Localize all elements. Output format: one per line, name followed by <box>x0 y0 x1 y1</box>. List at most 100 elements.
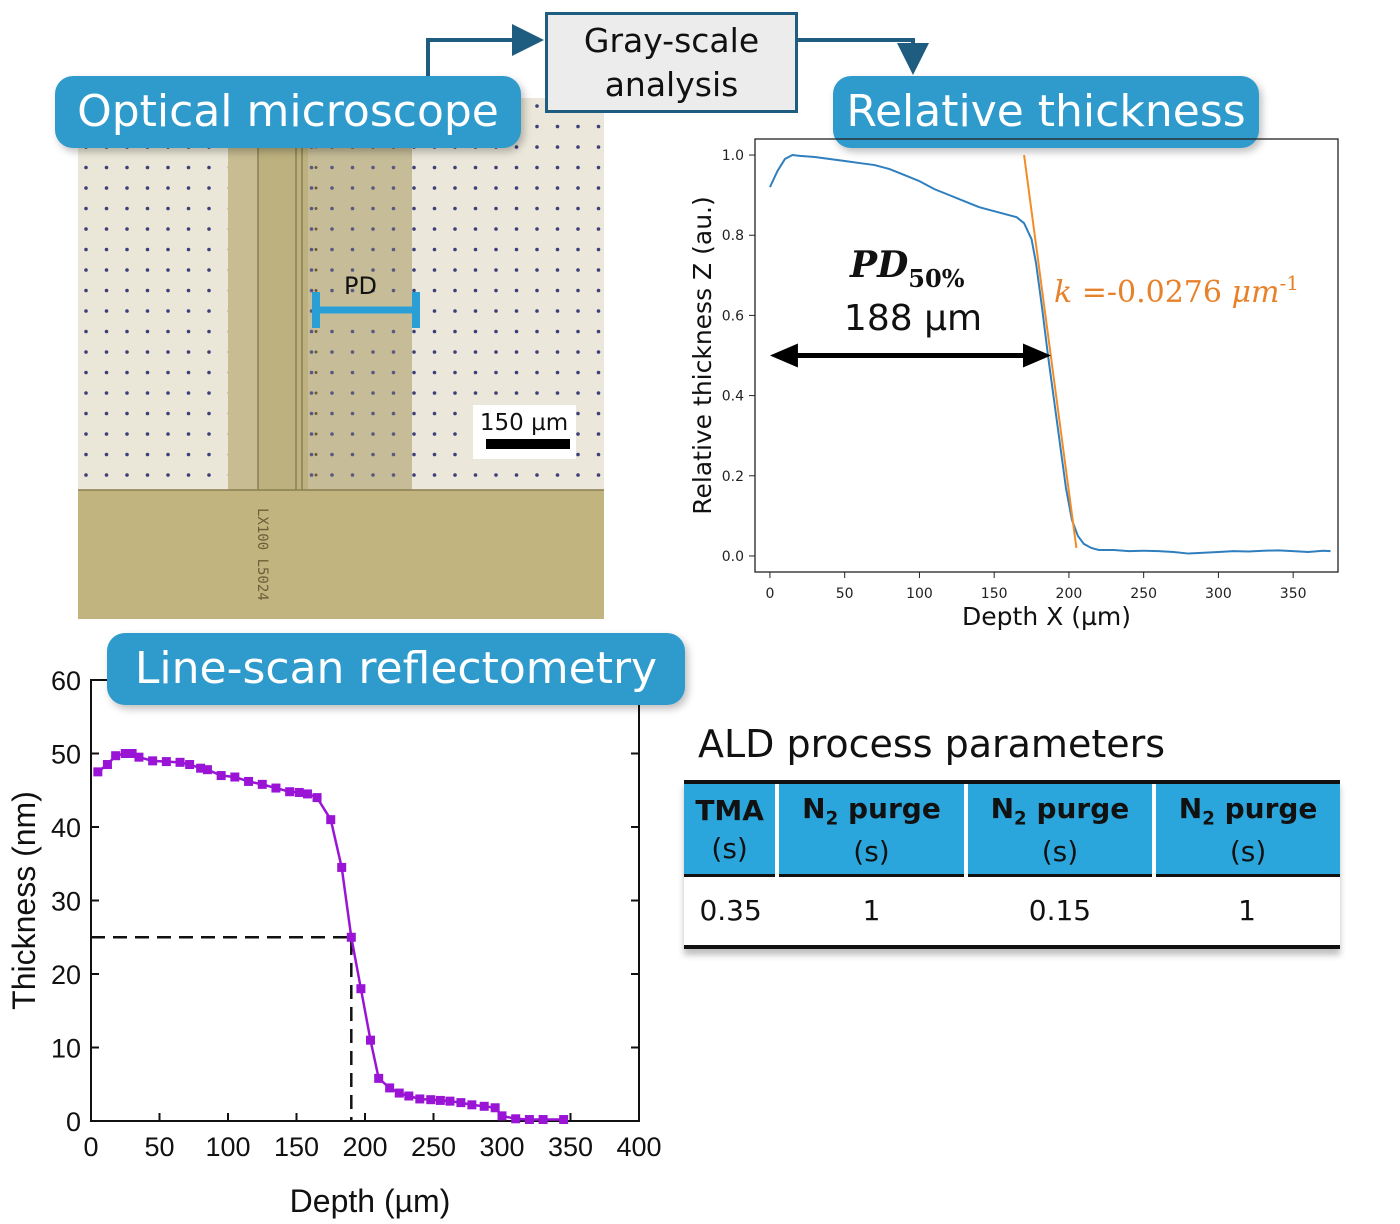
y-tick-label: 0.0 <box>722 549 744 565</box>
table-cell: 1 <box>777 873 966 949</box>
thickness-point <box>456 1098 466 1108</box>
ald-table-title: ALD process parameters <box>698 722 1166 766</box>
pd-bar <box>312 292 420 328</box>
thickness-point <box>175 757 185 767</box>
y-tick-label: 0.2 <box>722 469 744 485</box>
x-tick-label: 150 <box>981 586 1008 602</box>
header-name: N <box>1178 792 1203 825</box>
thickness-point <box>394 1088 404 1098</box>
x-tick-label: 400 <box>616 1132 661 1162</box>
arrow-to-relative <box>798 38 929 75</box>
y-axis-label: Thickness (nm) <box>6 791 42 1010</box>
thickness-point <box>337 862 347 872</box>
thickness-point <box>385 1083 395 1093</box>
thickness-point <box>426 1095 436 1105</box>
thickness-point <box>490 1103 500 1113</box>
header-name: N <box>802 792 826 825</box>
pd50-label: PD50% <box>849 244 965 293</box>
y-tick-label: 1.0 <box>722 148 744 164</box>
thickness-point <box>356 984 366 994</box>
thickness-point <box>479 1101 489 1111</box>
thickness-point <box>346 932 356 942</box>
optical-microscope-label: Optical microscope <box>55 76 521 148</box>
y-tick-label: 20 <box>51 960 81 990</box>
header-subscript: 2 <box>1202 808 1215 830</box>
thickness-point <box>120 749 130 758</box>
pd-label: PD <box>344 272 377 300</box>
grayscale-line2: analysis <box>604 65 739 104</box>
scalebar-line <box>486 439 570 449</box>
thickness-point <box>285 787 295 797</box>
header-name: N <box>990 792 1015 825</box>
x-tick-label: 250 <box>1130 586 1157 602</box>
thickness-point <box>467 1100 477 1110</box>
scalebar-box <box>473 405 576 459</box>
x-tick-label: 100 <box>205 1132 250 1162</box>
x-tick-label: 100 <box>906 586 933 602</box>
thickness-point <box>202 765 212 775</box>
y-tick-label: 60 <box>51 666 81 696</box>
x-axis-label: Depth (µm) <box>290 1183 451 1219</box>
y-axis-label: Relative thickness Z (au.) <box>688 196 717 515</box>
table-header-cell: N2 purge (s) <box>775 779 966 876</box>
pd-arrow-head-right <box>1022 343 1051 368</box>
y-tick-label: 40 <box>51 813 81 843</box>
header-unit: (s) <box>1041 834 1079 868</box>
thickness-point <box>148 756 158 766</box>
plot-frame <box>90 679 640 1122</box>
thickness-point <box>230 772 240 782</box>
thickness-point <box>559 1115 569 1125</box>
x-tick-label: 50 <box>836 586 854 602</box>
scalebar-label: 150 µm <box>480 410 568 436</box>
table-cell: 0.35 <box>684 873 778 949</box>
x-tick-label: 200 <box>342 1132 387 1162</box>
table-cell: 0.15 <box>965 873 1155 949</box>
pd-arrow-head-left <box>769 343 798 368</box>
header-name: TMA <box>695 794 764 828</box>
table-header-cell: TMA (s) <box>684 779 778 876</box>
x-tick-label: 350 <box>548 1132 593 1162</box>
y-tick-label: 0 <box>66 1107 81 1137</box>
header-suffix: purge <box>1026 792 1130 825</box>
thickness-point <box>497 1111 507 1121</box>
thickness-point <box>102 760 112 770</box>
x-tick-label: 200 <box>1056 586 1083 602</box>
thickness-point <box>404 1091 414 1101</box>
ald-table: TMA (s) N2 purge (s) N2 purge (s) N2 purge (s) … <box>684 779 1340 949</box>
thickness-chart: 0 50 100 150 200 250 300 350 400 0 10 20 30 40 50 60 Dep… <box>6 666 662 1219</box>
thickness-point <box>302 789 312 799</box>
thickness-point <box>294 787 304 797</box>
y-tick-label: 50 <box>51 740 81 770</box>
y-tick-label: 0.6 <box>722 308 744 324</box>
thickness-point <box>244 776 254 786</box>
thickness-point <box>435 1095 445 1105</box>
grayscale-analysis-box: Gray-scale analysis <box>545 12 798 113</box>
reference-dashed-line <box>91 936 353 1121</box>
thickness-point <box>365 1035 375 1045</box>
chip-engraving: LX100 L5024 <box>254 508 270 601</box>
thickness-point <box>374 1073 384 1083</box>
x-axis-label: Depth X (µm) <box>962 602 1131 631</box>
header-subscript: 2 <box>825 808 839 830</box>
x-tick-label: 0 <box>83 1132 98 1162</box>
x-tick-label: 300 <box>479 1132 524 1162</box>
table-header-cell: N2 purge (s) <box>1152 779 1340 876</box>
thickness-point <box>216 771 226 781</box>
table-cell: 1 <box>1154 873 1340 949</box>
thickness-point <box>161 757 171 767</box>
fit-line <box>1023 154 1078 549</box>
x-tick-label: 150 <box>274 1132 319 1162</box>
thickness-point <box>538 1115 548 1125</box>
plot-frame <box>754 138 1339 573</box>
thickness-point <box>511 1114 521 1124</box>
header-unit: (s) <box>711 832 748 866</box>
arrow-to-grayscale <box>426 24 544 78</box>
x-tick-label: 250 <box>411 1132 456 1162</box>
y-tick-label: 10 <box>51 1034 81 1064</box>
table-row: 0.35 1 0.15 1 <box>684 873 1340 949</box>
x-tick-label: 0 <box>765 586 774 602</box>
thickness-point <box>111 751 121 761</box>
thickness-point <box>271 783 281 793</box>
header-unit: (s) <box>853 834 890 868</box>
thickness-point <box>134 752 144 762</box>
